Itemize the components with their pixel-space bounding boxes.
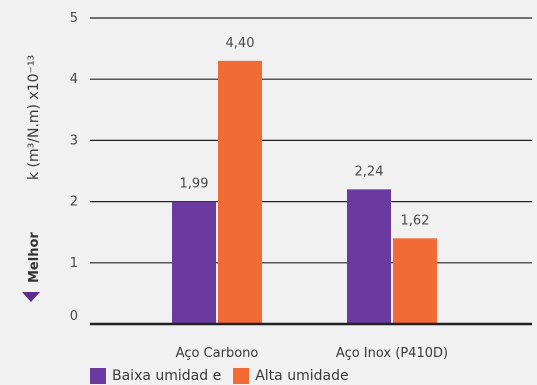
legend-label-baixa: Baixa umidad e (112, 368, 222, 384)
x-axis-categories: Aço Carbono Aço Inox (P410D) (176, 346, 448, 361)
legend-item-alta: Alta umidade (233, 368, 349, 384)
y-tick-label: 0 (70, 309, 78, 324)
legend-swatch-baixa (90, 368, 106, 384)
bar-value-label: 4,40 (226, 36, 255, 51)
legend: Baixa umidad e Alta umidade (90, 367, 361, 385)
bar-baixa-1 (347, 189, 391, 324)
better-label: Melhor (27, 232, 42, 283)
y-tick-label: 4 (70, 72, 78, 87)
legend-swatch-alta (233, 368, 250, 384)
bar-alta-1 (393, 238, 437, 324)
better-arrow-icon (22, 292, 40, 302)
y-tick-label: 2 (70, 195, 78, 210)
gridlines (90, 17, 532, 264)
y-tick-label: 1 (70, 256, 78, 271)
y-tick-label: 5 (70, 11, 78, 26)
x-category-label: Aço Inox (P410D) (336, 346, 448, 361)
y-axis-label: k (m³/N.m) x10⁻¹³ (26, 55, 42, 180)
y-axis-ticks: 0 1 2 3 4 5 (70, 11, 78, 324)
value-labels: 1,99 4,40 2,24 1,62 (180, 36, 430, 228)
bar-value-label: 1,99 (180, 177, 209, 192)
bars (172, 60, 437, 325)
legend-item-baixa: Baixa umidad e (90, 368, 221, 384)
legend-label-alta: Alta umidade (255, 368, 349, 384)
x-category-label: Aço Carbono (176, 346, 259, 361)
bar-value-label: 1,62 (401, 213, 430, 228)
bar-alta-0 (218, 60, 262, 325)
bar-value-label: 2,24 (355, 164, 384, 179)
y-tick-label: 3 (70, 133, 78, 148)
bar-baixa-0 (172, 201, 216, 324)
